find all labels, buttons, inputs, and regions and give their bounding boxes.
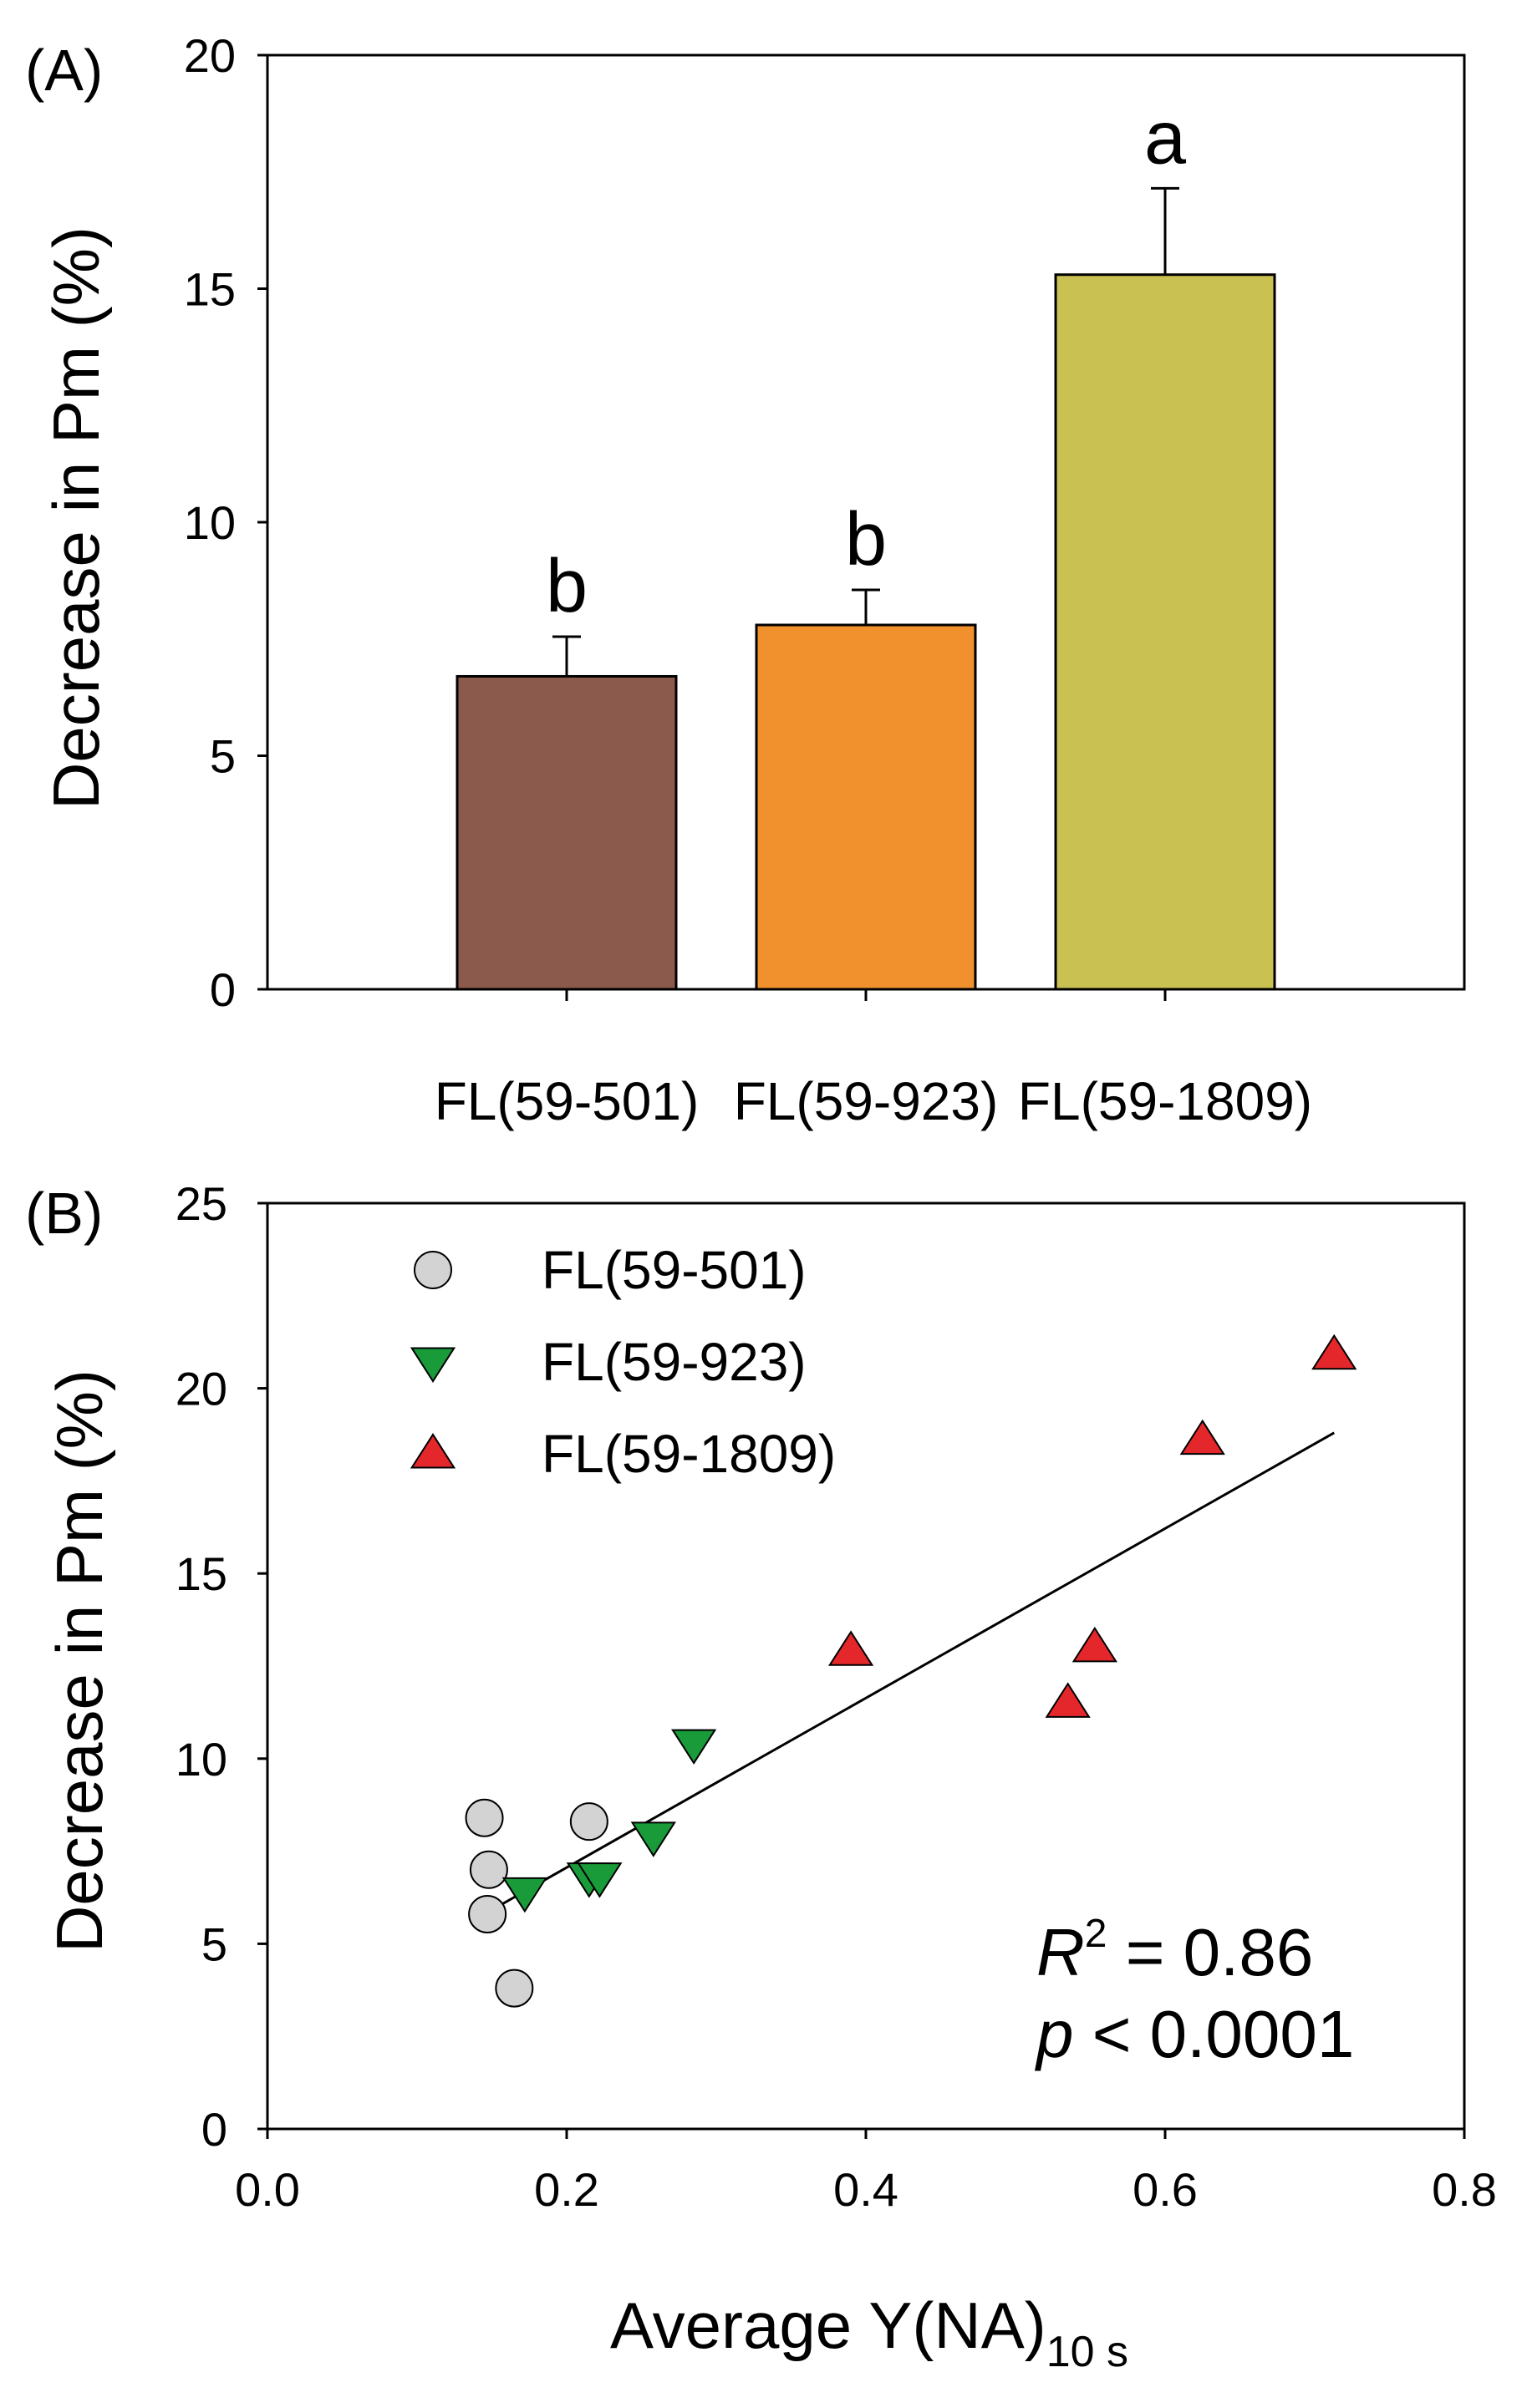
category-label: FL(59-923) xyxy=(734,1071,999,1131)
y-tick-label: 10 xyxy=(184,496,236,549)
data-point xyxy=(1071,1626,1117,1663)
r-squared-annotation: R2 = 0.86 xyxy=(1036,1912,1313,1989)
data-point xyxy=(468,1894,507,1933)
x-axis-title-subscript: 10 s xyxy=(1046,2328,1128,2376)
data-point xyxy=(671,1729,717,1765)
legend-label: FL(59-1809) xyxy=(542,1424,836,1484)
x-tick-label: 0.6 xyxy=(1133,2163,1198,2216)
panel-a-bars: b b a xyxy=(456,96,1276,1001)
panel-a-label: (A) xyxy=(25,38,103,103)
significance-letter: b xyxy=(845,498,887,582)
category-label: FL(59-501) xyxy=(435,1071,700,1131)
data-point xyxy=(410,1433,456,1469)
data-point xyxy=(569,1802,608,1842)
legend-label: FL(59-501) xyxy=(542,1240,807,1300)
x-tick-label: 0.8 xyxy=(1432,2163,1497,2216)
panel-b-stats-annotation: R2 = 0.86 p < 0.0001 xyxy=(1035,1912,1354,2071)
p-value-annotation: p < 0.0001 xyxy=(1035,1997,1354,2071)
p-value-value: < 0.0001 xyxy=(1074,1997,1355,2071)
data-point xyxy=(410,1347,456,1383)
bar xyxy=(755,623,977,991)
r-squared-superscript: 2 xyxy=(1085,1912,1107,1956)
data-point xyxy=(1045,1682,1091,1718)
data-point xyxy=(469,1850,508,1889)
y-tick-label: 15 xyxy=(184,263,236,316)
y-tick-label: 20 xyxy=(184,29,236,82)
panel-b-legend: FL(59-501) FL(59-923) FL(59-1809) xyxy=(410,1240,836,1484)
y-tick-label: 0 xyxy=(201,2103,227,2156)
panel-b-x-axis-title: Average Y(NA)10 s xyxy=(610,2289,1128,2376)
data-point xyxy=(465,1798,504,1837)
y-tick-label: 20 xyxy=(176,1363,227,1415)
r-squared-symbol: R xyxy=(1036,1915,1085,1989)
y-tick-label: 0 xyxy=(210,963,236,1016)
panel-b-points xyxy=(465,1334,1357,2008)
panel-b-x-ticks: 0.0 0.2 0.4 0.6 0.8 xyxy=(235,2129,1497,2216)
data-point xyxy=(501,1877,548,1913)
panel-a-y-axis-title: Decrease in Pm (%) xyxy=(39,226,113,810)
x-tick-label: 0.2 xyxy=(534,2163,599,2216)
panel-b-y-ticks: 0 5 10 15 20 25 xyxy=(176,1177,267,2156)
panel-a-bar-chart: (A) Decrease in Pm (%) 0 5 10 15 20 b b a FL(5… xyxy=(25,29,1466,1131)
y-tick-label: 25 xyxy=(176,1177,227,1230)
y-tick-label: 5 xyxy=(210,730,236,783)
data-point xyxy=(1179,1419,1225,1455)
data-point xyxy=(827,1630,874,1666)
bar xyxy=(1054,273,1276,991)
panel-b-plot-frame xyxy=(266,1201,1466,2131)
y-tick-label: 10 xyxy=(176,1733,227,1786)
legend-label: FL(59-923) xyxy=(542,1332,807,1392)
r-squared-value: = 0.86 xyxy=(1107,1915,1313,1989)
significance-letter: a xyxy=(1144,96,1187,180)
panel-b-label: (B) xyxy=(25,1181,103,1246)
data-point xyxy=(414,1251,452,1289)
panel-a-y-ticks: 0 5 10 15 20 xyxy=(184,29,267,1016)
panel-a-category-labels: FL(59-501) FL(59-923) FL(59-1809) xyxy=(435,1071,1312,1131)
panel-b-scatter-plot: (B) Decrease in Pm (%) 0 5 10 15 20 25 0.0 0.2… xyxy=(25,1177,1497,2376)
regression-line xyxy=(483,1431,1336,1916)
x-tick-label: 0.0 xyxy=(235,2163,300,2216)
data-point xyxy=(577,1862,623,1898)
y-tick-label: 5 xyxy=(201,1918,227,1970)
panel-b-y-axis-title: Decrease in Pm (%) xyxy=(43,1369,116,1953)
data-point xyxy=(495,1969,534,2008)
data-point xyxy=(630,1821,676,1857)
x-axis-title-main: Average Y(NA) xyxy=(610,2289,1046,2362)
x-tick-label: 0.4 xyxy=(833,2163,898,2216)
category-label: FL(59-1809) xyxy=(1018,1071,1312,1131)
data-point xyxy=(1311,1334,1357,1370)
significance-letter: b xyxy=(546,545,588,628)
p-value-symbol: p xyxy=(1035,1997,1074,2071)
y-tick-label: 15 xyxy=(176,1547,227,1600)
bar xyxy=(456,674,678,991)
